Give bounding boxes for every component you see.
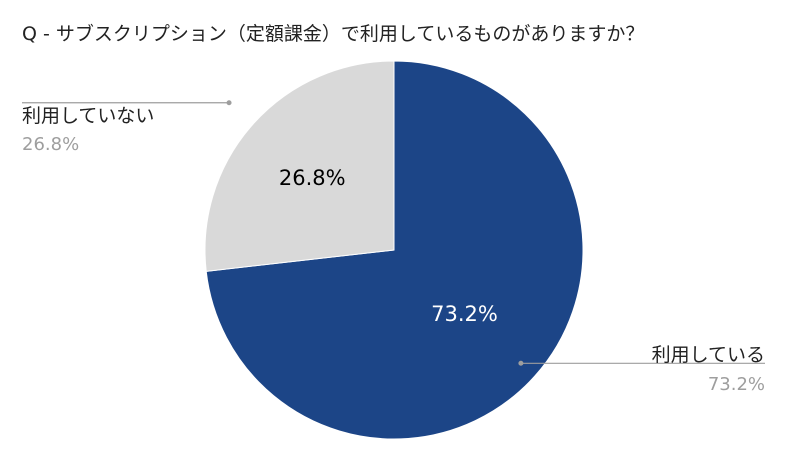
callout-value-label: 26.8%	[22, 134, 79, 155]
callout-category-label: 利用している	[652, 344, 765, 366]
pie-slice-label: 73.2%	[431, 302, 498, 326]
pie-slice	[204, 60, 395, 272]
pie-callouts: 利用している 73.2% 利用していない 26.8%	[22, 100, 765, 395]
pie-slice-label: 26.8%	[279, 166, 346, 190]
callout-category-label: 利用していない	[22, 105, 154, 127]
pie-slices	[204, 60, 584, 440]
pie-slice-labels: 73.2% 26.8%	[279, 166, 498, 326]
chart-title: Q - サブスクリプション（定額課金）で利用しているものがありますか？	[22, 22, 644, 45]
callout-value-label: 73.2%	[708, 374, 765, 395]
pie-slice	[205, 60, 584, 440]
